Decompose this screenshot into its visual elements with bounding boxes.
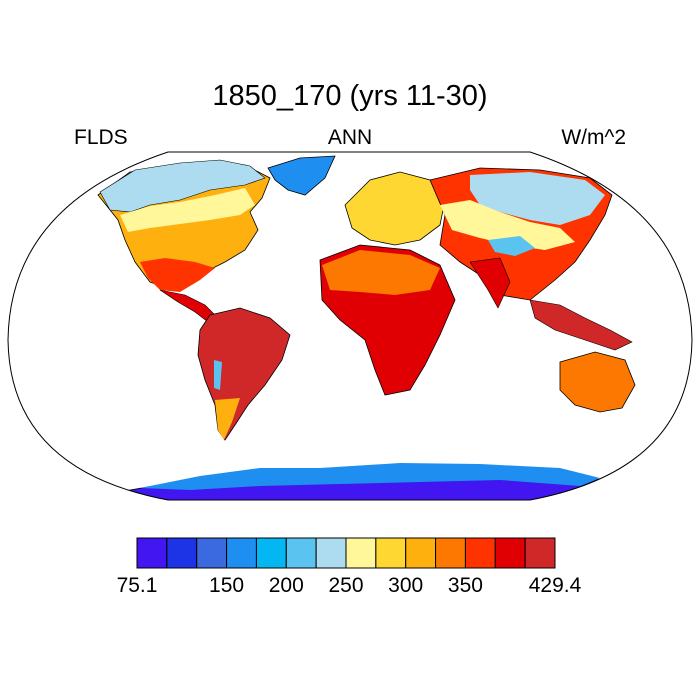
colorbar-tick-label: 150	[209, 574, 245, 597]
colorbar-box	[196, 537, 228, 569]
central-asia-band	[440, 200, 575, 250]
chart-title: 1850_170 (yrs 11-30)	[212, 80, 488, 112]
south-america-south	[215, 398, 240, 440]
colorbar-box	[464, 537, 496, 569]
colorbar-box	[166, 537, 198, 569]
colorbar-box	[285, 537, 317, 569]
maritime-continent	[529, 299, 633, 351]
colorbar-tick-label: 250	[328, 574, 364, 597]
india-region	[469, 257, 511, 309]
colorbar-tick-label: 429.4	[528, 574, 582, 597]
north-america-south	[140, 258, 215, 292]
colorbar-tick-label: 75.1	[116, 574, 158, 597]
units-label: W/m^2	[561, 126, 626, 149]
colorbar-box	[345, 537, 377, 569]
europe-region	[344, 171, 446, 246]
colorbar-box	[136, 537, 168, 569]
colorbar-box	[226, 537, 257, 569]
andes-strip	[214, 360, 222, 390]
colorbar-box	[315, 537, 347, 569]
australia-region	[559, 351, 636, 413]
colorbar-box	[255, 537, 287, 569]
colorbar-box	[375, 537, 407, 569]
colorbar-tick-label: 300	[388, 574, 424, 597]
colorbar-box	[494, 537, 526, 569]
globe-outline	[7, 151, 693, 501]
north-america-band	[120, 188, 255, 232]
colorbar-box	[524, 537, 556, 569]
sahara-region	[322, 250, 440, 295]
antarctica-coast	[140, 463, 600, 490]
siberia-region	[470, 172, 605, 225]
colorbar-box	[435, 537, 466, 569]
colorbar-tick-label: 200	[268, 574, 304, 597]
variable-label: FLDS	[74, 126, 128, 149]
colorbar-tick-label: 350	[447, 574, 483, 597]
map-fill	[97, 155, 636, 500]
colorbar-box	[405, 537, 437, 569]
greenland-region	[267, 155, 336, 196]
tibet-region	[488, 236, 535, 256]
season-label: ANN	[327, 126, 373, 149]
